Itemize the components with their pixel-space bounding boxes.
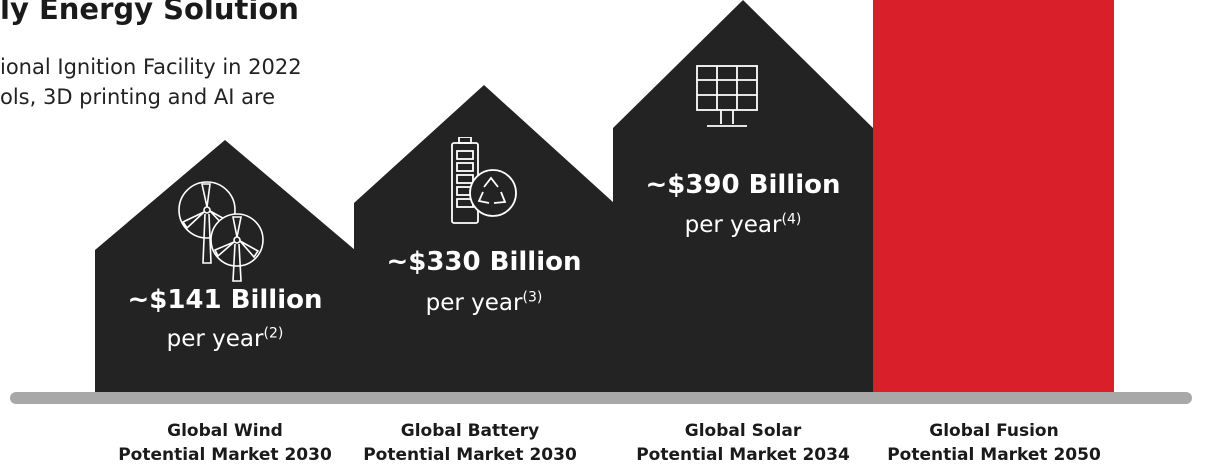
battery-house-shape bbox=[354, 85, 614, 396]
solar-value: ~$390 Billion bbox=[645, 170, 841, 200]
solar-house-shape bbox=[613, 0, 873, 396]
battery-market-label: Global Battery Potential Market 2030 bbox=[363, 421, 577, 465]
ground-line bbox=[10, 392, 1192, 404]
fusion-market-bar bbox=[873, 0, 1114, 394]
intro-line-2: ols, 3D printing and AI are bbox=[0, 85, 276, 109]
wind-turbine-icon bbox=[178, 181, 264, 282]
solar-market-label: Global Solar Potential Market 2034 bbox=[636, 421, 850, 465]
wind-market-house: ~$141 Billion per year(2) bbox=[95, 140, 355, 396]
solar-per-year: per year(4) bbox=[684, 211, 802, 238]
intro-line-1: ional Ignition Facility in 2022 bbox=[0, 55, 302, 79]
solar-footnote: (4) bbox=[781, 211, 802, 228]
intro-text: ional Ignition Facility in 2022 ols, 3D … bbox=[0, 52, 302, 112]
battery-per-year: per year(3) bbox=[425, 289, 543, 316]
page-title: ly Energy Solution bbox=[0, 0, 299, 26]
battery-footnote: (3) bbox=[522, 289, 543, 306]
wind-house-shape bbox=[95, 140, 355, 396]
battery-value: ~$330 Billion bbox=[386, 247, 582, 277]
wind-value: ~$141 Billion bbox=[127, 285, 323, 315]
wind-market-label: Global Wind Potential Market 2030 bbox=[118, 421, 332, 465]
wind-per-year: per year(2) bbox=[166, 325, 284, 352]
solar-panel-icon bbox=[696, 65, 758, 127]
battery-market-house: ~$330 Billion per year(3) bbox=[354, 85, 614, 396]
fusion-market-label: Global Fusion Potential Market 2050 bbox=[887, 421, 1101, 465]
battery-recycle-icon bbox=[451, 137, 517, 224]
solar-market-house: ~$390 Billion per year(4) bbox=[613, 0, 873, 396]
wind-footnote: (2) bbox=[263, 325, 284, 342]
